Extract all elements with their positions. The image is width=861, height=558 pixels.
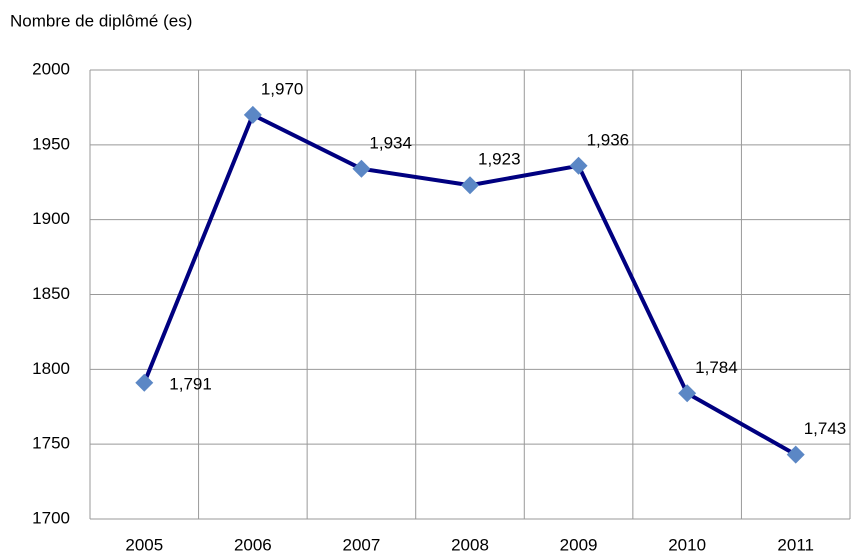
marker — [352, 159, 371, 178]
marker — [243, 105, 262, 124]
y-tick-label: 1950 — [32, 134, 70, 153]
data-label: 1,923 — [478, 150, 521, 169]
marker — [678, 384, 697, 403]
marker — [569, 156, 588, 175]
data-label: 1,934 — [369, 133, 412, 152]
y-tick-label: 1850 — [32, 284, 70, 303]
marker — [461, 176, 479, 195]
x-tick-label: 2005 — [125, 535, 163, 554]
line — [142, 112, 797, 457]
data-label: 1,791 — [169, 374, 212, 393]
x-tick-label: 2008 — [451, 535, 489, 554]
data-label: 1,743 — [804, 419, 847, 438]
x-tick-label: 2006 — [234, 535, 272, 554]
data-label: 1,936 — [587, 130, 630, 149]
x-tick-label: 2009 — [560, 535, 598, 554]
y-axis-label: Nombre de diplômé (es) — [10, 11, 192, 30]
y-tick-label: 1700 — [32, 508, 70, 527]
x-tick-label: 2007 — [343, 535, 381, 554]
x-tick-label: 2010 — [668, 535, 706, 554]
data-label: 1,970 — [261, 79, 304, 98]
y-tick-label: 1900 — [32, 209, 70, 228]
marker — [135, 373, 154, 392]
y-tick-label: 1750 — [32, 434, 70, 453]
data-label: 1,784 — [695, 358, 738, 377]
y-tick-label: 2000 — [32, 59, 70, 78]
x-tick-label: 2011 — [777, 535, 814, 554]
y-tick-label: 1800 — [32, 359, 70, 378]
marker — [786, 445, 805, 464]
